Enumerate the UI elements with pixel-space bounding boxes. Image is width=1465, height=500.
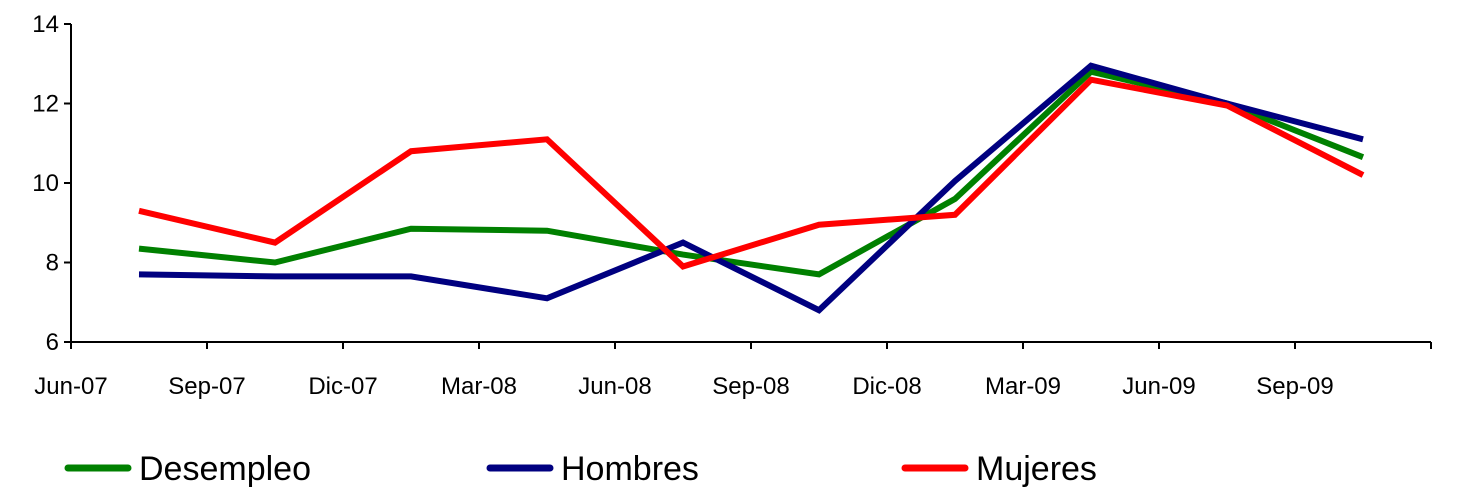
x-tick-label: Dic-08 [852,373,921,400]
y-tick-label: 8 [46,250,59,277]
series-line-mujeres [138,76,1365,270]
y-tick-label: 14 [32,11,59,38]
legend-item-hombres: Hombres [486,450,699,488]
legend-item-desempleo: Desempleo [64,450,311,488]
x-ticks: Jun-07 Sep-07 Dic-07 Mar-08 Jun-08 Sep-08 Dic-… [34,342,1432,400]
series-lines [138,62,1365,314]
y-tick-label: 6 [46,329,59,356]
legend-label: Mujeres [976,450,1097,488]
y-tick-label: 10 [32,170,59,197]
y-tick-label: 12 [32,91,59,118]
x-tick-label: Mar-08 [441,373,517,400]
legend-label: Desempleo [139,450,311,488]
x-tick-label: Sep-07 [168,373,245,400]
x-tick-label: Mar-09 [985,373,1061,400]
x-tick-label: Dic-07 [308,373,377,400]
x-tick-label: Jun-07 [34,373,107,400]
y-ticks: 6 8 10 12 14 [32,11,71,356]
series-line-hombres [138,62,1364,314]
x-tick-label: Jun-08 [578,373,651,400]
legend-label: Hombres [561,450,699,488]
axes [70,24,1431,343]
x-tick-label: Jun-09 [1122,373,1195,400]
x-tick-label: Sep-09 [1256,373,1333,400]
legend: Desempleo Hombres Mujeres [64,450,1097,488]
x-tick-label: Sep-08 [712,373,789,400]
legend-item-mujeres: Mujeres [901,450,1097,488]
